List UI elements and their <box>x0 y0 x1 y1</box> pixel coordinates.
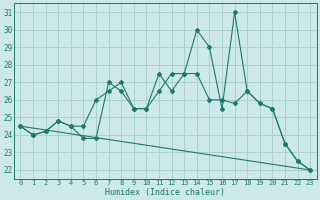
X-axis label: Humidex (Indice chaleur): Humidex (Indice chaleur) <box>105 188 225 197</box>
